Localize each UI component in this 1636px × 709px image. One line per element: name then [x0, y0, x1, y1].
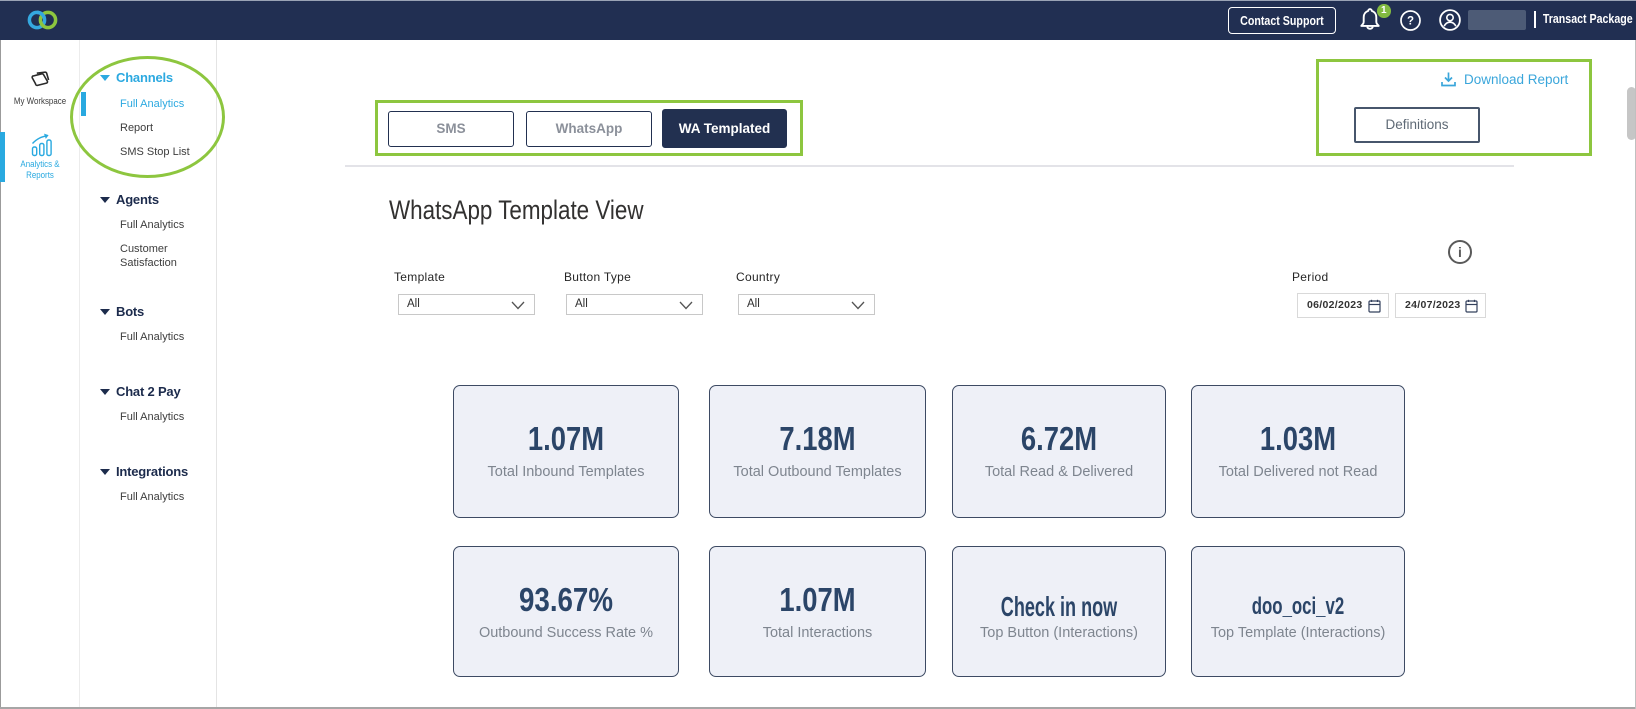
svg-text:?: ? — [1407, 16, 1414, 28]
